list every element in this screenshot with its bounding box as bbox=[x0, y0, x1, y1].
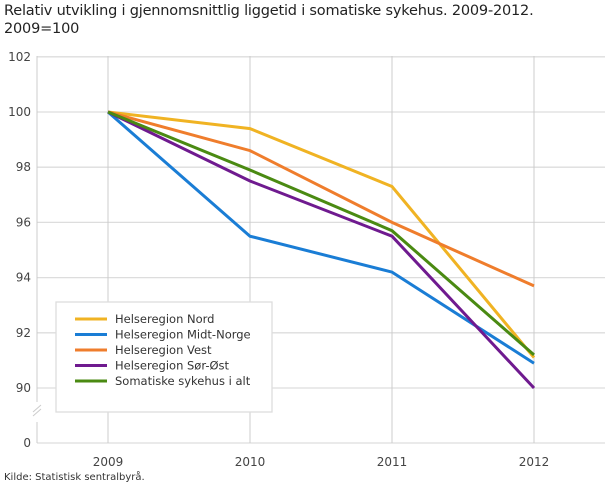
y-tick-label: 90 bbox=[16, 381, 31, 395]
x-axis: 2009 2010 2011 2012 bbox=[93, 455, 550, 469]
y-tick-label: 92 bbox=[16, 326, 31, 340]
chart-title-line2: 2009=100 bbox=[4, 21, 80, 37]
y-tick-label: 94 bbox=[16, 271, 31, 285]
y-tick-label: 0 bbox=[23, 436, 31, 450]
legend-label: Somatiske sykehus i alt bbox=[115, 374, 251, 388]
y-axis: 102 100 98 96 94 92 90 0 bbox=[8, 50, 31, 450]
legend-label: Helseregion Vest bbox=[115, 343, 212, 357]
legend-label: Helseregion Nord bbox=[115, 312, 214, 326]
series-line bbox=[107, 110, 536, 359]
axis-break-icon bbox=[32, 404, 42, 417]
legend-item: Helseregion Vest bbox=[75, 343, 212, 357]
legend-item: Helseregion Sør-Øst bbox=[75, 359, 230, 373]
legend-item: Helseregion Nord bbox=[75, 312, 214, 326]
series-line bbox=[107, 110, 535, 288]
y-tick-label: 102 bbox=[8, 50, 31, 64]
x-tick-label: 2012 bbox=[519, 455, 550, 469]
legend-item: Somatiske sykehus i alt bbox=[75, 374, 251, 388]
series-line bbox=[107, 110, 535, 357]
y-tick-label: 100 bbox=[8, 105, 31, 119]
x-tick-label: 2009 bbox=[93, 455, 124, 469]
series-line bbox=[107, 110, 536, 390]
y-tick-label: 98 bbox=[16, 160, 31, 174]
grid-lines bbox=[32, 56, 605, 444]
y-tick-label: 96 bbox=[16, 215, 31, 229]
x-tick-label: 2011 bbox=[377, 455, 408, 469]
chart-title-line1: Relativ utvikling i gjennomsnittlig ligg… bbox=[4, 3, 534, 19]
x-tick-label: 2010 bbox=[235, 455, 266, 469]
series-lines bbox=[107, 110, 536, 390]
chart-title: Relativ utvikling i gjennomsnittlig ligg… bbox=[4, 2, 604, 38]
legend-item: Helseregion Midt-Norge bbox=[75, 328, 251, 342]
source-note: Kilde: Statistisk sentralbyrå. bbox=[4, 472, 145, 483]
legend-label: Helseregion Sør-Øst bbox=[115, 359, 230, 373]
series-line bbox=[107, 110, 535, 365]
legend-label: Helseregion Midt-Norge bbox=[115, 328, 251, 342]
